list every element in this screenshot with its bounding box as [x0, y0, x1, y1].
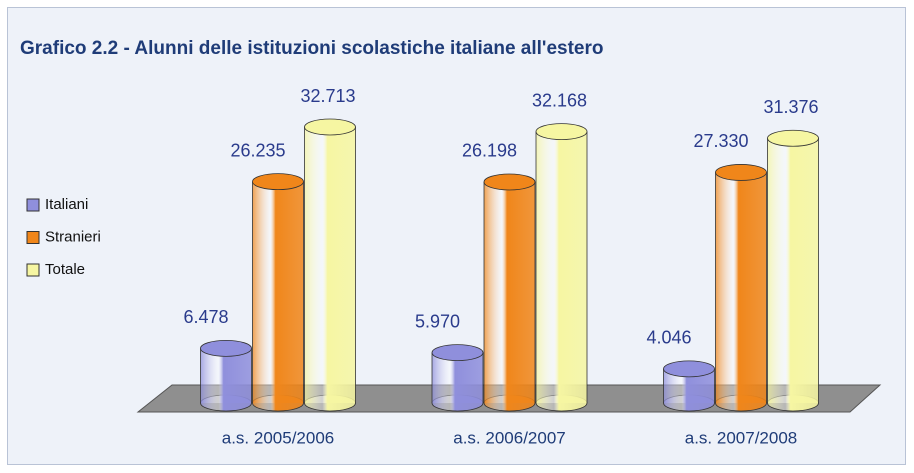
x-tick-label: a.s. 2007/2008 [685, 428, 797, 447]
cylinder-top [431, 344, 484, 362]
bar [536, 131, 587, 403]
cylinder-top [767, 129, 819, 147]
legend-label: Italiani [45, 196, 88, 213]
cylinder-top [483, 173, 536, 191]
data-label: 26.235 [230, 140, 285, 160]
cylinder-top [535, 123, 588, 140]
cylinder-top [304, 118, 356, 136]
data-label: 32.713 [300, 86, 355, 106]
legend-swatch [26, 231, 40, 244]
data-label: 32.168 [532, 90, 587, 110]
bar [200, 348, 252, 403]
data-label: 5.970 [415, 311, 460, 331]
data-label: 31.376 [763, 97, 818, 117]
cylinder-top [252, 173, 304, 191]
bar [484, 181, 535, 403]
data-label: 26.198 [462, 141, 517, 161]
legend-label: Totale [45, 261, 85, 278]
chart-title: Grafico 2.2 - Alunni delle istituzioni s… [20, 38, 603, 59]
cylinder-top [715, 164, 767, 181]
bar [715, 172, 767, 403]
data-label: 27.330 [693, 131, 748, 151]
x-tick-label: a.s. 2006/2007 [453, 428, 565, 447]
cylinder-top [200, 339, 252, 357]
data-label: 4.046 [646, 328, 691, 348]
data-label: 6.478 [183, 307, 228, 327]
x-tick-label: a.s. 2005/2006 [222, 428, 334, 447]
bar [252, 181, 304, 403]
cylinder-top [663, 360, 715, 378]
legend-swatch [26, 263, 40, 277]
bar [767, 138, 819, 404]
bar [304, 127, 356, 403]
legend-swatch [26, 198, 40, 212]
legend-label: Stranieri [45, 228, 101, 245]
